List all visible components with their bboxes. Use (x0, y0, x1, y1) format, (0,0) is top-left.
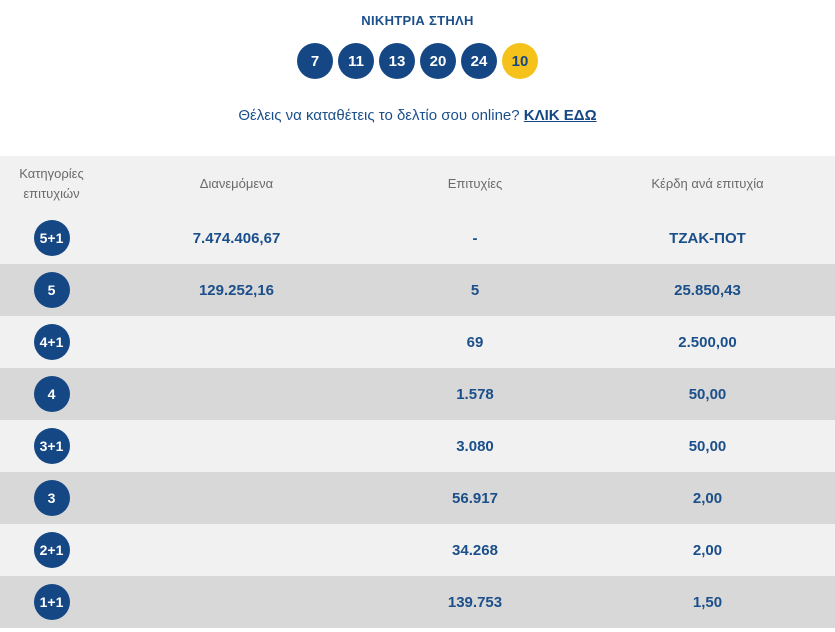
category-badge: 5+1 (33, 220, 70, 256)
prize-cell: 50,00 (580, 368, 835, 420)
header-category-line1: Κατηγορίες (19, 166, 84, 181)
table-row: 2+1 34.268 2,00 (0, 524, 835, 576)
distributed-cell: 7.474.406,67 (103, 212, 370, 264)
category-badge: 5 (33, 272, 70, 308)
prize-cell: 25.850,43 (580, 264, 835, 316)
winners-cell: 3.080 (370, 420, 580, 472)
prize-cell: ΤΖΑΚ-ΠΟΤ (580, 212, 835, 264)
category-cell: 4 (0, 368, 103, 420)
winners-cell: 34.268 (370, 524, 580, 576)
number-ball: 20 (420, 43, 456, 79)
table-header-row: Κατηγορίες επιτυχιών Διανεμόμενα Επιτυχί… (0, 156, 835, 212)
category-badge: 2+1 (33, 532, 70, 568)
category-cell: 3+1 (0, 420, 103, 472)
winners-cell: 56.917 (370, 472, 580, 524)
number-ball: 13 (379, 43, 415, 79)
header-category-line2: επιτυχιών (23, 186, 80, 201)
distributed-cell (103, 420, 370, 472)
category-cell: 5+1 (0, 212, 103, 264)
distributed-cell (103, 472, 370, 524)
winning-numbers: 7 11 13 20 24 10 (0, 43, 835, 79)
distributed-cell (103, 368, 370, 420)
header-distributed: Διανεμόμενα (103, 156, 370, 212)
winners-cell: 139.753 (370, 576, 580, 628)
category-cell: 4+1 (0, 316, 103, 368)
winners-cell: 1.578 (370, 368, 580, 420)
online-ticket-prompt: Θέλεις να καταθέτεις το δελτίο σου onlin… (0, 107, 835, 124)
table-row: 4 1.578 50,00 (0, 368, 835, 420)
table-row: 3+1 3.080 50,00 (0, 420, 835, 472)
distributed-cell: 129.252,16 (103, 264, 370, 316)
cta-text: Θέλεις να καταθέτεις το δελτίο σου onlin… (238, 107, 520, 124)
category-cell: 2+1 (0, 524, 103, 576)
click-here-link[interactable]: ΚΛΙΚ ΕΔΩ (523, 107, 597, 124)
winners-cell: - (370, 212, 580, 264)
prize-cell: 2,00 (580, 524, 835, 576)
prize-cell: 1,50 (580, 576, 835, 628)
header-category: Κατηγορίες επιτυχιών (0, 156, 103, 212)
category-cell: 3 (0, 472, 103, 524)
winning-column-title: ΝΙΚΗΤΡΙΑ ΣΤΗΛΗ (361, 13, 474, 28)
winners-cell: 69 (370, 316, 580, 368)
category-badge: 4+1 (33, 324, 70, 360)
category-badge: 3 (33, 480, 70, 516)
table-row: 1+1 139.753 1,50 (0, 576, 835, 628)
distributed-cell (103, 576, 370, 628)
prize-cell: 2,00 (580, 472, 835, 524)
header-winners: Επιτυχίες (370, 156, 580, 212)
distributed-cell (103, 316, 370, 368)
distributed-cell (103, 524, 370, 576)
table-row: 4+1 69 2.500,00 (0, 316, 835, 368)
winners-cell: 5 (370, 264, 580, 316)
table-row: 3 56.917 2,00 (0, 472, 835, 524)
table-row: 5+1 7.474.406,67 - ΤΖΑΚ-ΠΟΤ (0, 212, 835, 264)
joker-ball: 10 (502, 43, 538, 79)
number-ball: 24 (461, 43, 497, 79)
category-badge: 4 (33, 376, 70, 412)
category-cell: 5 (0, 264, 103, 316)
prize-cell: 50,00 (580, 420, 835, 472)
category-badge: 3+1 (33, 428, 70, 464)
header-prize: Κέρδη ανά επιτυχία (580, 156, 835, 212)
prize-cell: 2.500,00 (580, 316, 835, 368)
category-badge: 1+1 (33, 584, 70, 620)
number-ball: 7 (297, 43, 333, 79)
prize-table: Κατηγορίες επιτυχιών Διανεμόμενα Επιτυχί… (0, 156, 835, 628)
number-ball: 11 (338, 43, 374, 79)
table-row: 5 129.252,16 5 25.850,43 (0, 264, 835, 316)
category-cell: 1+1 (0, 576, 103, 628)
